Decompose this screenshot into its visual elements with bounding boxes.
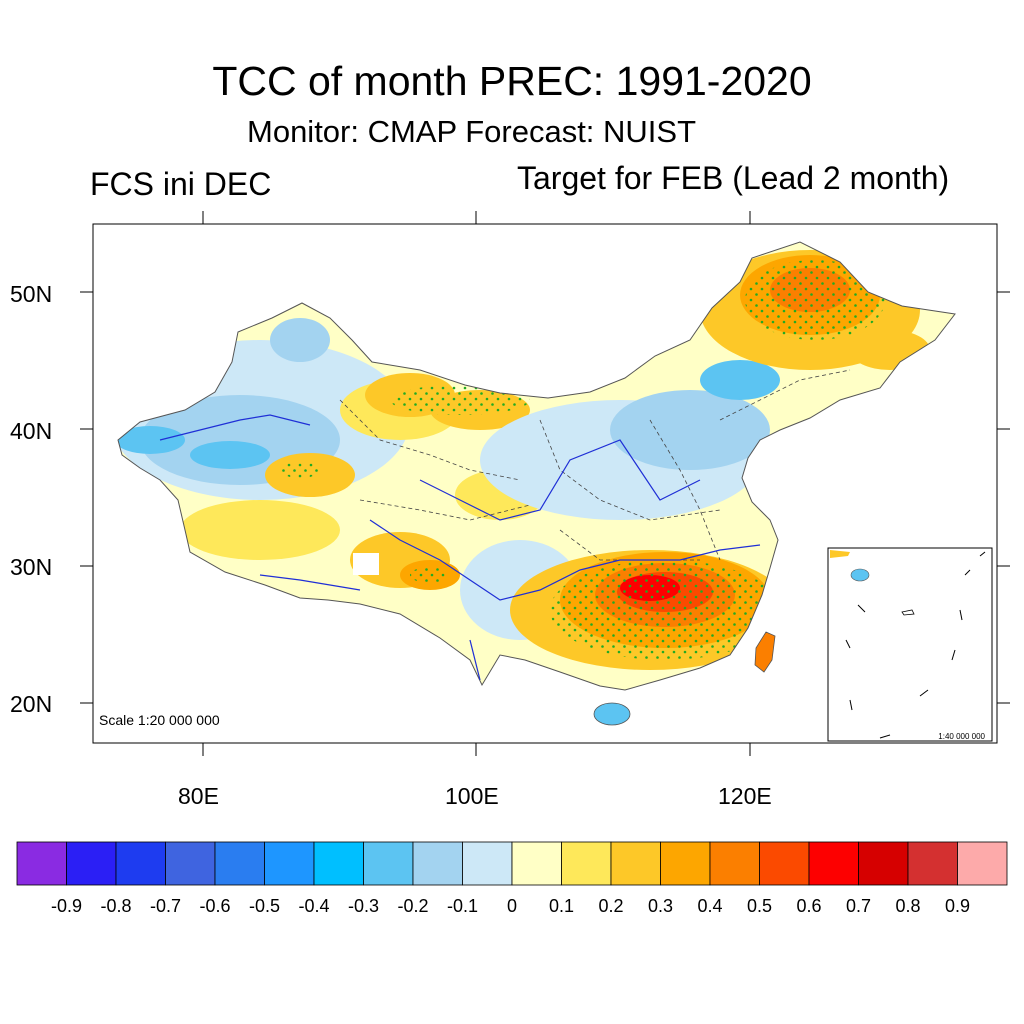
colorbar-tick-label: 0.1 bbox=[548, 896, 575, 916]
south-china-sea-inset: 1:40 000 000 bbox=[827, 547, 993, 742]
hainan-island bbox=[593, 702, 631, 726]
colorbar bbox=[16, 841, 1008, 886]
colorbar-tick-label: 0.3 bbox=[647, 896, 674, 916]
colorbar-tick-label: 0.5 bbox=[746, 896, 773, 916]
map-scale-text: Scale 1:20 000 000 bbox=[99, 712, 220, 728]
chart-subtitle: Monitor: CMAP Forecast: NUIST bbox=[247, 114, 697, 149]
rivers bbox=[159, 414, 761, 681]
lat-label-50n: 50N bbox=[10, 281, 53, 307]
colorbar-swatch bbox=[709, 841, 760, 886]
colorbar-swatch bbox=[412, 841, 463, 886]
colorbar-swatch bbox=[16, 841, 67, 886]
colorbar-swatch bbox=[610, 841, 661, 886]
colorbar-tick-label: -0.8 bbox=[100, 896, 132, 916]
colorbar-swatch bbox=[66, 841, 117, 886]
colorbar-tick-label: 0.4 bbox=[697, 896, 723, 916]
colorbar-swatch bbox=[660, 841, 711, 886]
colorbar-tick-label: -0.7 bbox=[149, 896, 182, 916]
lat-label-20n: 20N bbox=[10, 691, 53, 717]
chart-title: TCC of month PREC: 1991-2020 bbox=[212, 58, 812, 104]
colorbar-swatch bbox=[165, 841, 216, 886]
colorbar-tick-label: -0.3 bbox=[347, 896, 380, 916]
lon-label-80e: 80E bbox=[178, 783, 219, 809]
colorbar-swatch bbox=[115, 841, 166, 886]
colorbar-tick-label: 0.7 bbox=[845, 896, 872, 916]
colorbar-tick-label: -0.2 bbox=[397, 896, 429, 916]
colorbar-tick-label: 0.9 bbox=[944, 896, 971, 916]
colorbar-swatch bbox=[808, 841, 859, 886]
colorbar-tick-label: 0 bbox=[506, 896, 517, 916]
colorbar-swatch bbox=[363, 841, 414, 886]
colorbar-tick-label: -0.4 bbox=[298, 896, 330, 916]
colorbar-swatch bbox=[907, 841, 958, 886]
colorbar-tick-label: 0.6 bbox=[796, 896, 822, 916]
inset-scale-text: 1:40 000 000 bbox=[938, 732, 985, 741]
country-boundary bbox=[117, 241, 956, 691]
colorbar-swatch bbox=[264, 841, 315, 886]
colorbar-swatch bbox=[957, 841, 1008, 886]
lon-label-100e: 100E bbox=[445, 783, 499, 809]
colorbar-swatch bbox=[511, 841, 562, 886]
lon-label-120e: 120E bbox=[718, 783, 772, 809]
colorbar-tick-label: 0.2 bbox=[598, 896, 624, 916]
colorbar-swatch bbox=[214, 841, 265, 886]
taiwan-island bbox=[754, 631, 776, 673]
colorbar-tick-label: -0.6 bbox=[199, 896, 231, 916]
colorbar-swatch bbox=[858, 841, 909, 886]
colorbar-tick-label: 0.8 bbox=[895, 896, 921, 916]
colorbar-tick-label: -0.9 bbox=[50, 896, 83, 916]
forecast-init-label: FCS ini DEC bbox=[90, 166, 272, 202]
lat-label-40n: 40N bbox=[10, 418, 53, 444]
colorbar-swatch bbox=[313, 841, 364, 886]
colorbar-swatch bbox=[462, 841, 513, 886]
colorbar-tick-label: -0.5 bbox=[248, 896, 281, 916]
colorbar-swatch bbox=[561, 841, 612, 886]
colorbar-swatch bbox=[759, 841, 810, 886]
lat-label-30n: 30N bbox=[10, 554, 53, 580]
colorbar-tick-label: -0.1 bbox=[446, 896, 479, 916]
map-ticks bbox=[80, 211, 1010, 756]
target-label: Target for FEB (Lead 2 month) bbox=[517, 160, 950, 196]
